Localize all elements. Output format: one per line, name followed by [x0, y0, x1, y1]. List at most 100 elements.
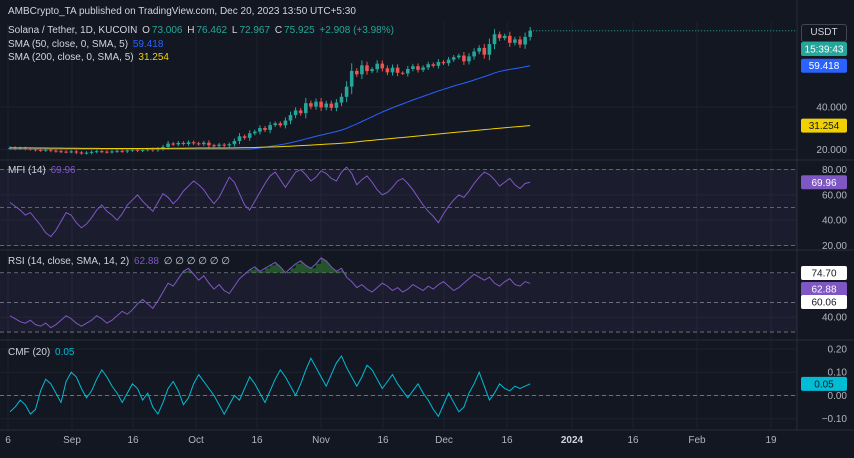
change-value: +2.908 (+3.98%)	[319, 25, 394, 36]
overbought-fill	[183, 257, 347, 278]
candle-body	[242, 136, 247, 138]
candle-body	[395, 67, 400, 73]
open-value: 73.006	[151, 25, 183, 36]
sma50-tag: 59.418	[809, 61, 840, 72]
rsi-line	[9, 257, 531, 329]
candle-body	[181, 142, 186, 144]
x-tick-label: Dec	[435, 435, 453, 446]
mfi-tag-bg	[801, 175, 847, 190]
x-tick-label: 16	[251, 435, 263, 446]
candle-body	[232, 141, 237, 145]
indicator-band-fill	[0, 272, 797, 333]
candle-body	[497, 34, 502, 39]
x-tick-label: Feb	[688, 435, 706, 446]
countdown-tag-bg	[801, 42, 847, 56]
x-tick-label: 16	[627, 435, 639, 446]
y-tick-label: 20.000	[816, 145, 847, 156]
candle-body	[349, 70, 354, 87]
candle-body	[492, 34, 497, 45]
sma200-label: SMA (200, close, 0, SMA, 5)	[8, 52, 134, 63]
publisher-line: AMBCrypto_TA published on TradingView.co…	[8, 6, 356, 17]
sma200-value: 31.254	[138, 52, 169, 63]
x-tick-label: 6	[5, 435, 11, 446]
y-tick-label: 80.00	[822, 165, 847, 176]
rsi-pane	[0, 257, 797, 333]
x-tick-label: Nov	[312, 435, 330, 446]
sma50-tag-bg	[801, 58, 847, 73]
currency-button[interactable]: USDT	[801, 24, 847, 42]
x-tick-label: Sep	[63, 435, 81, 446]
sma200-legend[interactable]: SMA (200, close, 0, SMA, 5) 31.254	[8, 52, 171, 63]
y-tick-label: −0.10	[822, 414, 848, 425]
candle-body	[258, 128, 262, 132]
candle-body	[508, 35, 512, 43]
rsi-ma-tag-bg	[801, 295, 847, 309]
candle-body	[441, 61, 446, 64]
candle-body	[278, 123, 283, 126]
y-tick-label: 60.00	[822, 190, 847, 201]
candle-body	[365, 65, 369, 72]
candle-body	[33, 149, 38, 151]
candle-body	[166, 143, 170, 147]
symbol-legend[interactable]: Solana / Tether, 1D, KUCOIN O 73.006 H 76.…	[8, 25, 396, 36]
price-axis: 20.000 40.000 20.00 40.00 60.00 80.00 40.00 −0.…	[816, 103, 847, 426]
sma50-value: 59.418	[132, 39, 164, 50]
candle-body	[100, 151, 104, 153]
candle-body	[523, 36, 527, 45]
candle-body	[370, 69, 374, 72]
candle-body	[207, 142, 211, 146]
candle-body	[247, 133, 252, 138]
sma200-tag: 31.254	[809, 121, 840, 132]
cmf-legend[interactable]: CMF (20) 0.05	[8, 347, 76, 358]
candle-body	[94, 151, 99, 153]
candle-body	[513, 39, 517, 43]
candle-body	[79, 152, 84, 154]
candle-body	[145, 149, 150, 151]
candle-body	[467, 56, 471, 62]
candle-body	[176, 142, 181, 145]
candle-body	[431, 64, 436, 66]
cmf-tag-bg	[801, 376, 847, 391]
candle-body	[227, 144, 232, 146]
candle-body	[217, 144, 221, 146]
low-value: 72.967	[239, 25, 271, 36]
candle-body	[334, 102, 339, 108]
candle-body	[319, 101, 323, 108]
candle-body	[253, 131, 257, 134]
candle-body	[446, 59, 451, 64]
candle-body	[411, 66, 415, 69]
y-tick-label: 40.000	[816, 103, 847, 114]
y-tick-label: 0.20	[828, 344, 848, 355]
candle-body	[487, 44, 492, 55]
sma200-tag-bg	[801, 118, 847, 133]
candle-body	[293, 110, 298, 116]
candle-body	[314, 101, 318, 107]
candle-body	[324, 103, 328, 108]
cmf-tag: 0.05	[814, 379, 834, 390]
candle-body	[105, 151, 109, 153]
mfi-pane	[0, 166, 797, 246]
candle-body	[54, 150, 58, 152]
time-axis: 6 Sep 16 Oct 16 Nov 16 Dec 16 2024 16 Feb 19	[5, 435, 777, 446]
x-tick-label: 19	[765, 435, 777, 446]
candle-body	[202, 142, 206, 145]
candle-body	[59, 151, 63, 153]
rsi-legend[interactable]: RSI (14, close, SMA, 14, 2) 62.88 ∅ ∅ ∅ …	[8, 256, 232, 267]
rsi-upper-tag-bg	[801, 266, 847, 280]
high-value: 76.462	[196, 25, 228, 36]
mfi-label: MFI (14)	[8, 165, 46, 176]
candle-body	[273, 123, 277, 126]
price-tags: 15:39:43 59.418 31.254 69.96 74.70 62.88 60.06…	[801, 42, 847, 391]
candle-body	[125, 150, 130, 152]
y-tick-label: 40.00	[822, 216, 847, 227]
x-tick-label: 16	[501, 435, 513, 446]
sma50-legend[interactable]: SMA (50, close, 0, SMA, 5) 59.418	[8, 39, 165, 50]
candle-body	[64, 151, 68, 153]
candle-body	[74, 151, 79, 153]
rsi-tag: 62.88	[811, 285, 836, 296]
rsi-extra-values: ∅ ∅ ∅ ∅ ∅ ∅	[163, 256, 230, 267]
y-tick-label: 0.10	[828, 368, 848, 379]
candle-body	[416, 66, 420, 70]
mfi-legend[interactable]: MFI (14) 69.96	[8, 165, 78, 176]
